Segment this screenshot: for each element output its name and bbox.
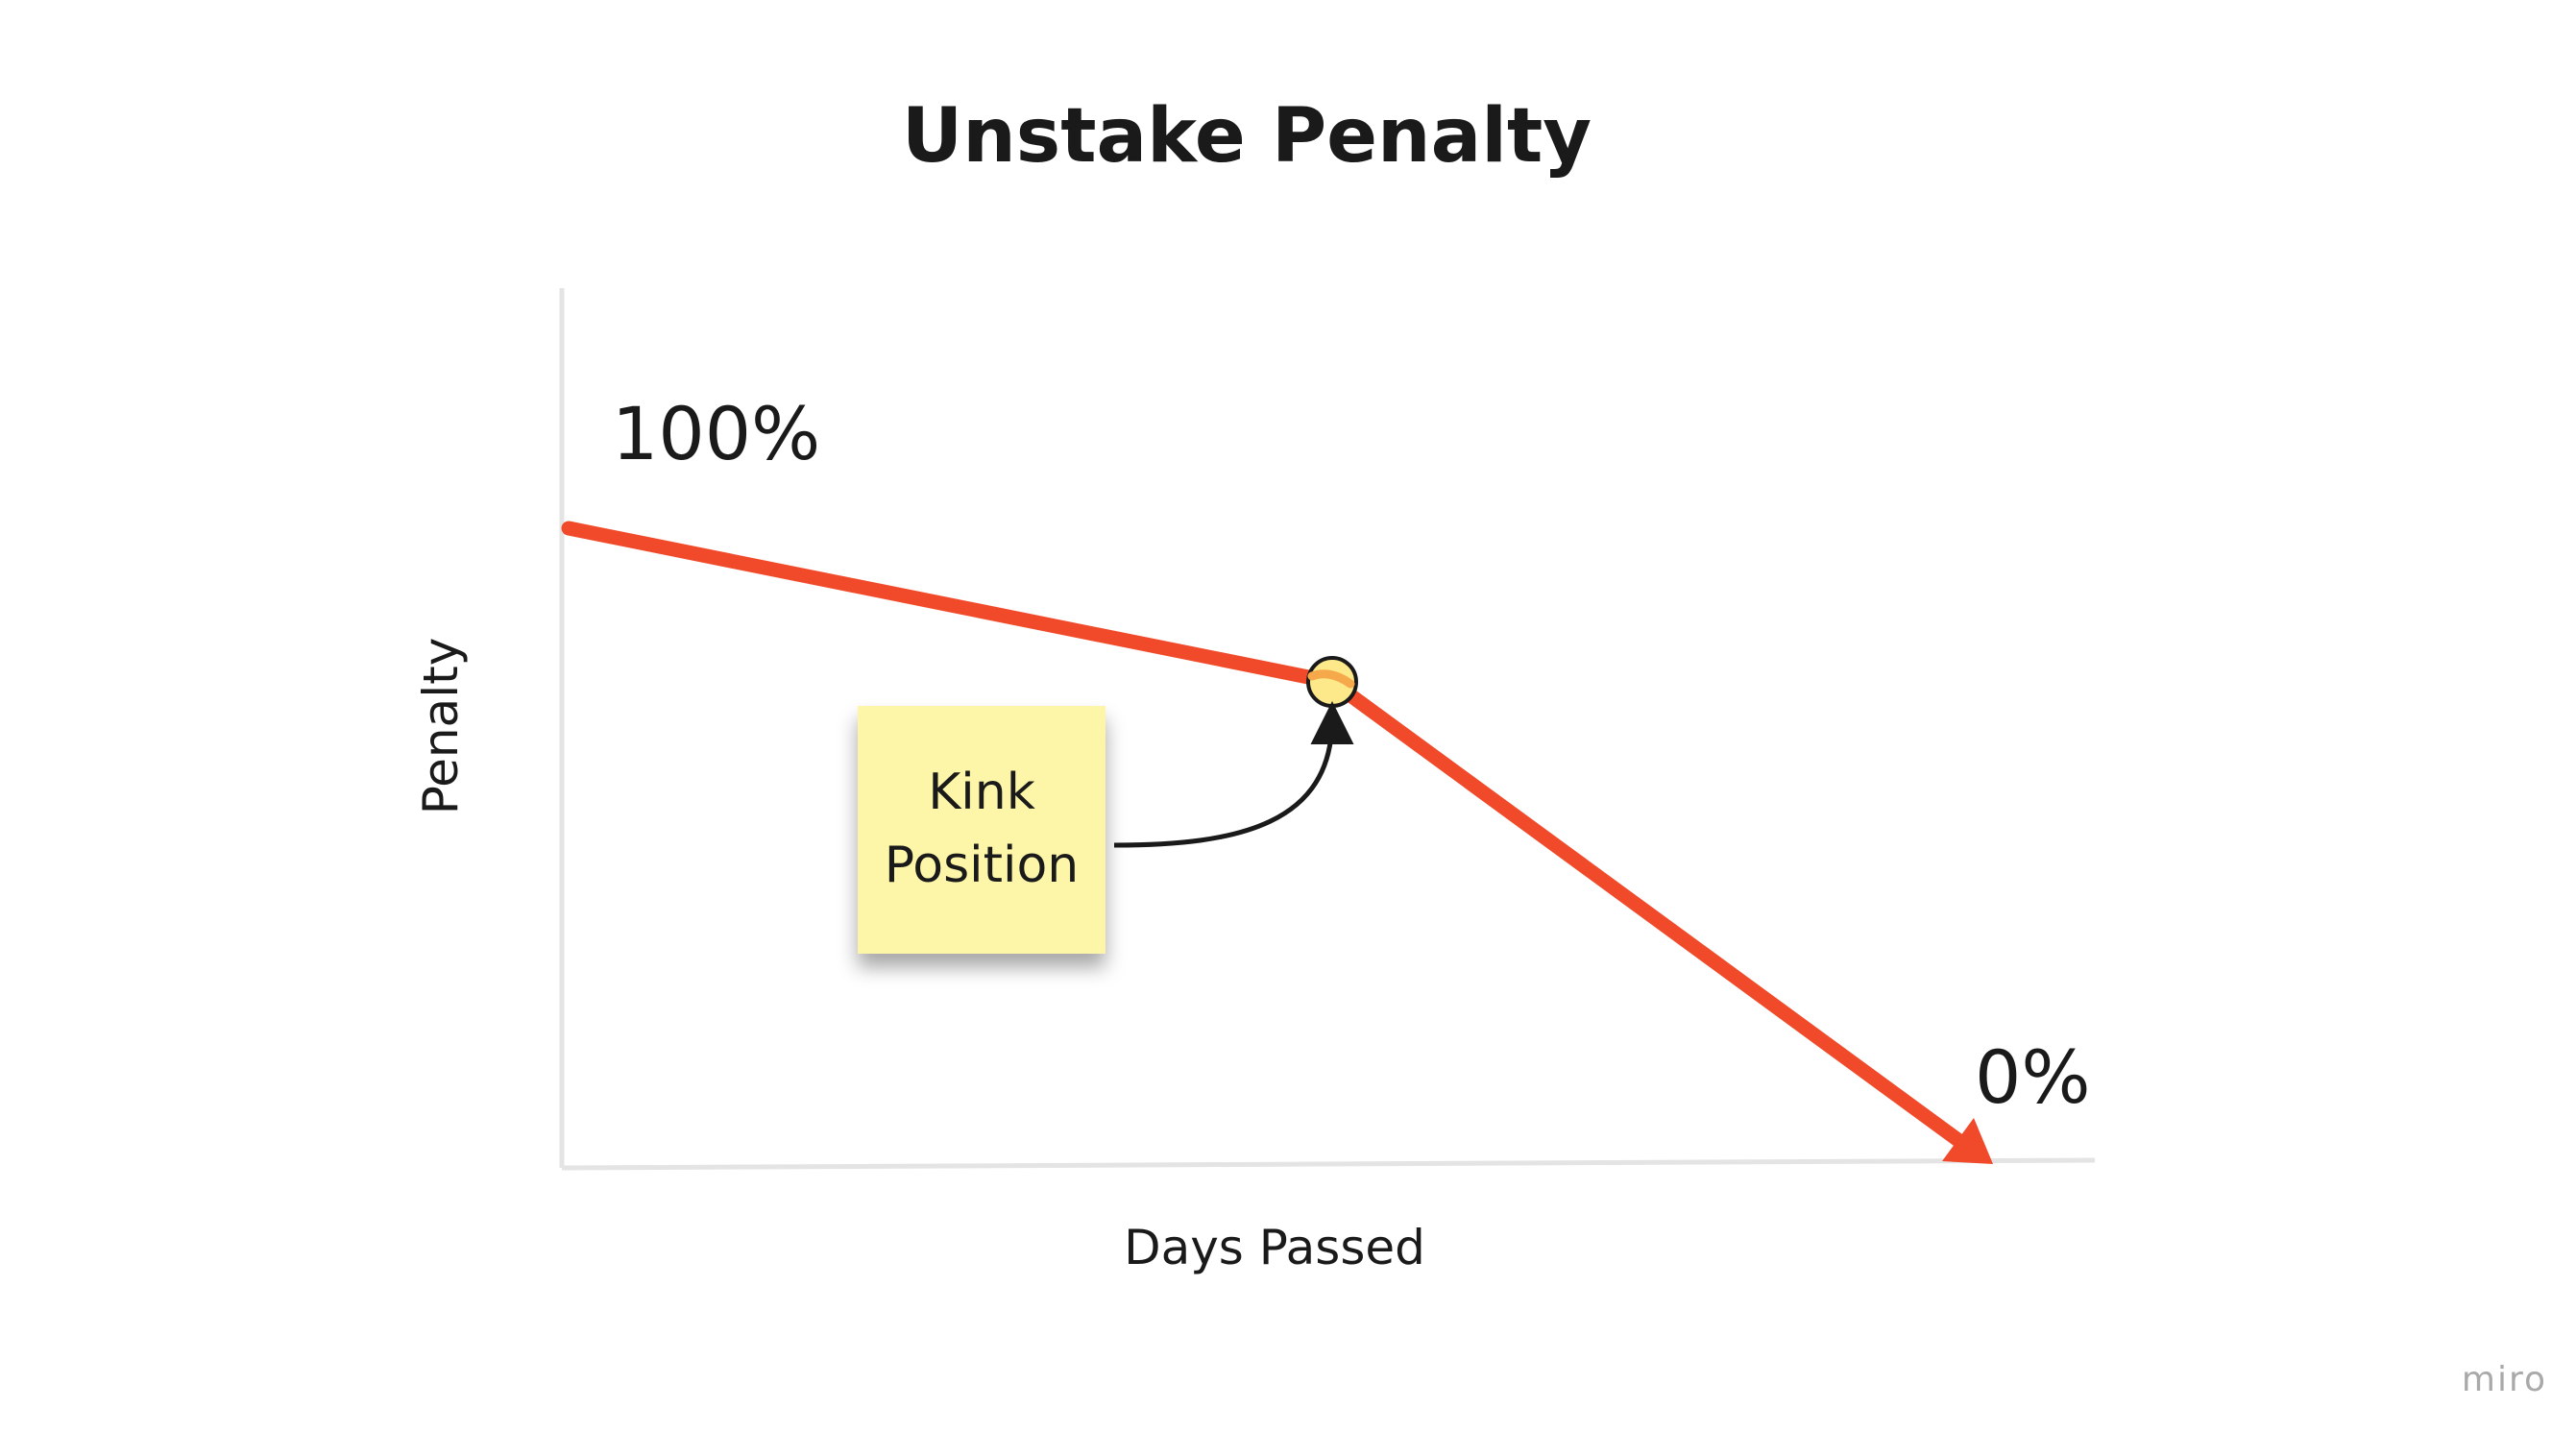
sticky-note-body	[858, 706, 1106, 954]
y-axis-label: Penalty	[413, 638, 469, 815]
x-axis-label: Days Passed	[1124, 1220, 1425, 1275]
start-value-label: 100%	[612, 391, 820, 476]
diagram-title: Unstake Penalty	[902, 93, 1592, 180]
end-value-label: 0%	[1975, 1034, 2091, 1120]
x-axis	[561, 1157, 2096, 1171]
sticky-note[interactable]: Kink Position	[858, 706, 1106, 954]
connector-arrow	[1113, 701, 1354, 848]
sticky-note-line-1: Kink	[928, 764, 1035, 821]
penalty-line-segment-1	[561, 521, 1340, 690]
miro-watermark: miro	[2462, 1360, 2547, 1399]
kink-marker-highlight	[1307, 669, 1355, 689]
penalty-line-segment-2	[1324, 674, 1967, 1149]
penalty-line-arrowhead	[1942, 1118, 1993, 1164]
sticky-note-line-2: Position	[885, 837, 1079, 894]
